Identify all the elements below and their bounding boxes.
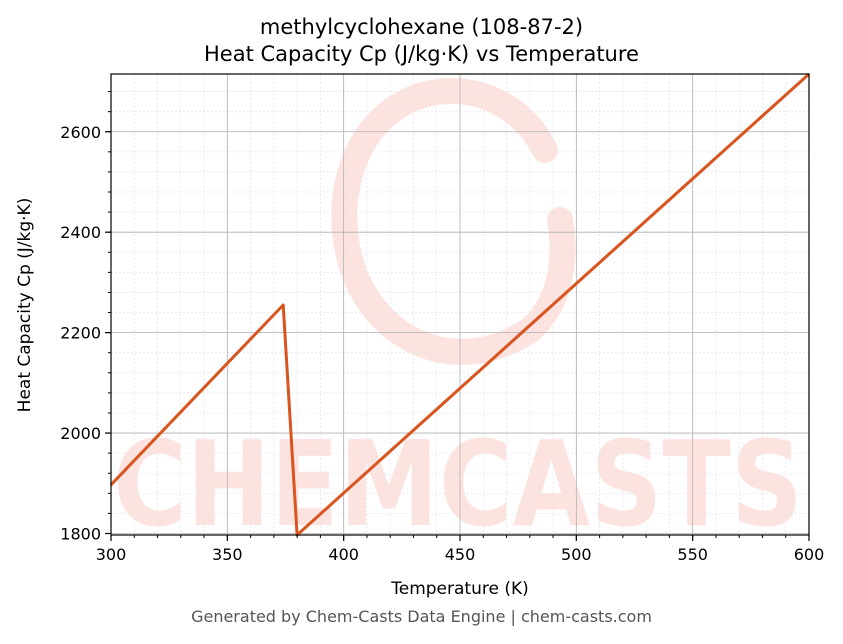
x-tick-label: 500	[561, 545, 592, 564]
x-tick-label: 450	[445, 545, 476, 564]
chart-title-line1: methylcyclohexane (108-87-2)	[259, 15, 584, 39]
y-tick-label: 2400	[60, 223, 101, 242]
y-axis-label: Heat Capacity Cp (J/kg·K)	[15, 198, 35, 413]
y-tick-label: 1800	[60, 524, 101, 543]
y-tick-label: 2600	[60, 123, 101, 142]
x-axis-label: Temperature (K)	[390, 579, 529, 599]
heat-capacity-series-line	[109, 72, 811, 537]
x-tick-label: 350	[212, 545, 243, 564]
chemcasts-watermark: CHEMCASTS	[113, 78, 803, 553]
watermark-text: CHEMCASTS	[113, 415, 803, 553]
x-tick-label: 400	[328, 545, 359, 564]
x-tick-label: 300	[96, 545, 127, 564]
y-tick-label: 2000	[60, 424, 101, 443]
chart-title-line2: Heat Capacity Cp (J/kg·K) vs Temperature	[204, 42, 639, 66]
y-tick-label: 2200	[60, 324, 101, 343]
x-tick-label: 550	[677, 545, 708, 564]
x-tick-label: 600	[794, 545, 825, 564]
footer-credit: Generated by Chem-Casts Data Engine | ch…	[191, 607, 652, 626]
